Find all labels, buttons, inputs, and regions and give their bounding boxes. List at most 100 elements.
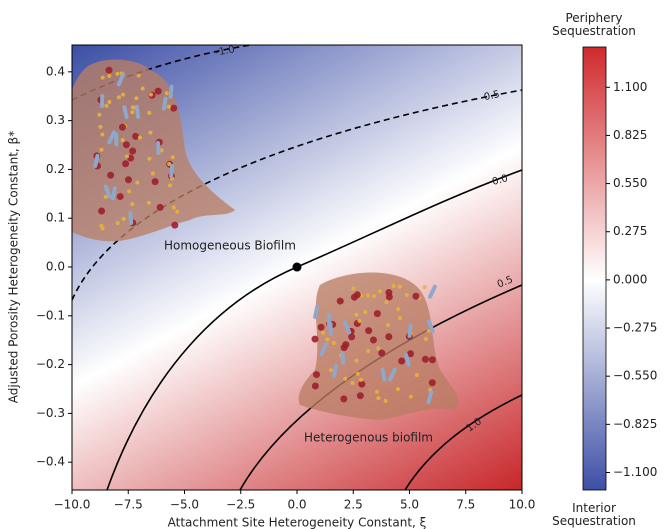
x-tick-label: −10.0 bbox=[54, 498, 91, 512]
blob-particle bbox=[414, 373, 419, 378]
x-tick-label: 2.5 bbox=[344, 498, 363, 512]
blob-particle bbox=[98, 207, 106, 215]
colorbar-tick-label: 1.100 bbox=[613, 80, 647, 94]
blob-particle bbox=[373, 310, 381, 318]
blob-particle bbox=[325, 337, 330, 342]
biofilm-images bbox=[72, 59, 459, 420]
y-tick-label: 0.0 bbox=[46, 260, 65, 274]
blob-particle bbox=[408, 394, 413, 399]
x-tick-label: −5.0 bbox=[170, 498, 199, 512]
colorbar-tick-label: −1.100 bbox=[613, 465, 657, 479]
blob-rod bbox=[156, 140, 161, 155]
blob-rod bbox=[313, 304, 320, 319]
blob-particle bbox=[103, 194, 108, 199]
blob-particle bbox=[371, 294, 376, 299]
blob-rod bbox=[380, 367, 387, 382]
blob-particle bbox=[134, 96, 139, 101]
blob-bottom bbox=[298, 272, 459, 420]
blob-particle bbox=[151, 178, 159, 186]
blob-particle bbox=[116, 192, 124, 200]
blob-particle bbox=[311, 335, 319, 343]
blob-particle bbox=[355, 371, 360, 376]
blob-particle bbox=[156, 203, 164, 211]
blob-particle bbox=[359, 377, 364, 382]
blob-particle bbox=[311, 382, 319, 390]
blob-particle bbox=[348, 333, 356, 341]
blob-particle bbox=[407, 350, 415, 358]
blob-particle bbox=[386, 323, 391, 328]
blob-particle bbox=[396, 307, 401, 312]
blob-particle bbox=[331, 340, 336, 345]
blob-particle bbox=[98, 124, 103, 129]
blob-rod bbox=[103, 184, 112, 199]
blob-particle bbox=[395, 387, 400, 392]
colorbar-tick-label: −0.275 bbox=[613, 321, 657, 335]
blob-particle bbox=[122, 141, 130, 149]
x-axis-label: Attachment Site Heterogeneity Constant, … bbox=[168, 516, 427, 529]
blob-particle bbox=[147, 156, 152, 161]
blob-particle bbox=[122, 160, 130, 168]
blob-particle bbox=[423, 336, 428, 341]
blob-particle bbox=[328, 368, 333, 373]
blob-rod bbox=[122, 105, 129, 120]
blob-particle bbox=[168, 183, 173, 188]
blob-particle bbox=[383, 398, 388, 403]
blob-particle bbox=[127, 189, 132, 194]
blob-particle bbox=[115, 71, 120, 76]
blob-particle bbox=[105, 66, 113, 74]
blob-particle bbox=[365, 293, 370, 298]
blob-particle bbox=[350, 381, 355, 386]
blob-particle bbox=[385, 333, 393, 341]
blob-particle bbox=[317, 323, 325, 331]
blob-rod bbox=[404, 352, 411, 367]
blob-particle bbox=[121, 216, 126, 221]
blob-particle bbox=[104, 103, 109, 108]
blob-particle bbox=[350, 293, 358, 301]
blob-rod bbox=[340, 350, 346, 365]
blob-particle bbox=[321, 330, 326, 335]
blob-rod bbox=[93, 153, 100, 168]
blob-particle bbox=[136, 73, 141, 78]
y-tick-label: −0.4 bbox=[36, 455, 65, 469]
blob-particle bbox=[129, 147, 137, 155]
blob-particle bbox=[377, 289, 382, 294]
blob-particle bbox=[342, 341, 350, 349]
x-tick-label: −2.5 bbox=[226, 498, 255, 512]
colorbar-tick-label: 0.825 bbox=[613, 128, 647, 142]
blob-rod bbox=[168, 84, 174, 99]
blob-particle bbox=[363, 309, 368, 314]
colorbar-tick-label: 0.275 bbox=[613, 224, 647, 238]
blob-rod bbox=[428, 284, 437, 299]
blob-particle bbox=[100, 132, 105, 137]
point-marker bbox=[292, 262, 302, 272]
blob-particle bbox=[120, 138, 125, 143]
blob-particle bbox=[171, 221, 179, 229]
colorbar-top-label: Periphery Sequestration bbox=[552, 11, 636, 38]
blob-particle bbox=[150, 171, 155, 176]
blob-rod bbox=[426, 319, 435, 334]
blob-particle bbox=[137, 135, 142, 140]
blob-particle bbox=[365, 327, 373, 335]
blob-particle bbox=[354, 312, 359, 317]
blob-particle bbox=[378, 349, 386, 357]
blob-particle bbox=[149, 92, 154, 97]
blob-particle bbox=[422, 285, 427, 290]
colorbar-bottom-label: Interior Sequestration bbox=[552, 501, 636, 528]
blob-rod bbox=[388, 367, 397, 382]
colorbar-tick-label: −0.550 bbox=[613, 369, 657, 383]
blob-particle bbox=[140, 86, 145, 91]
blob-rod bbox=[426, 390, 434, 405]
blob-particle bbox=[336, 297, 344, 305]
blob-particle bbox=[115, 221, 120, 226]
blob-particle bbox=[426, 328, 431, 333]
blob-particle bbox=[175, 209, 180, 214]
colorbar bbox=[582, 46, 607, 491]
y-tick-label: −0.1 bbox=[36, 308, 65, 322]
colorbar-tick-label: 0.550 bbox=[613, 176, 647, 190]
blob-particle bbox=[154, 87, 162, 95]
blob-rod bbox=[128, 211, 134, 226]
blob-particle bbox=[159, 148, 164, 153]
blob-particle bbox=[170, 104, 178, 112]
blob-particle bbox=[369, 336, 377, 344]
